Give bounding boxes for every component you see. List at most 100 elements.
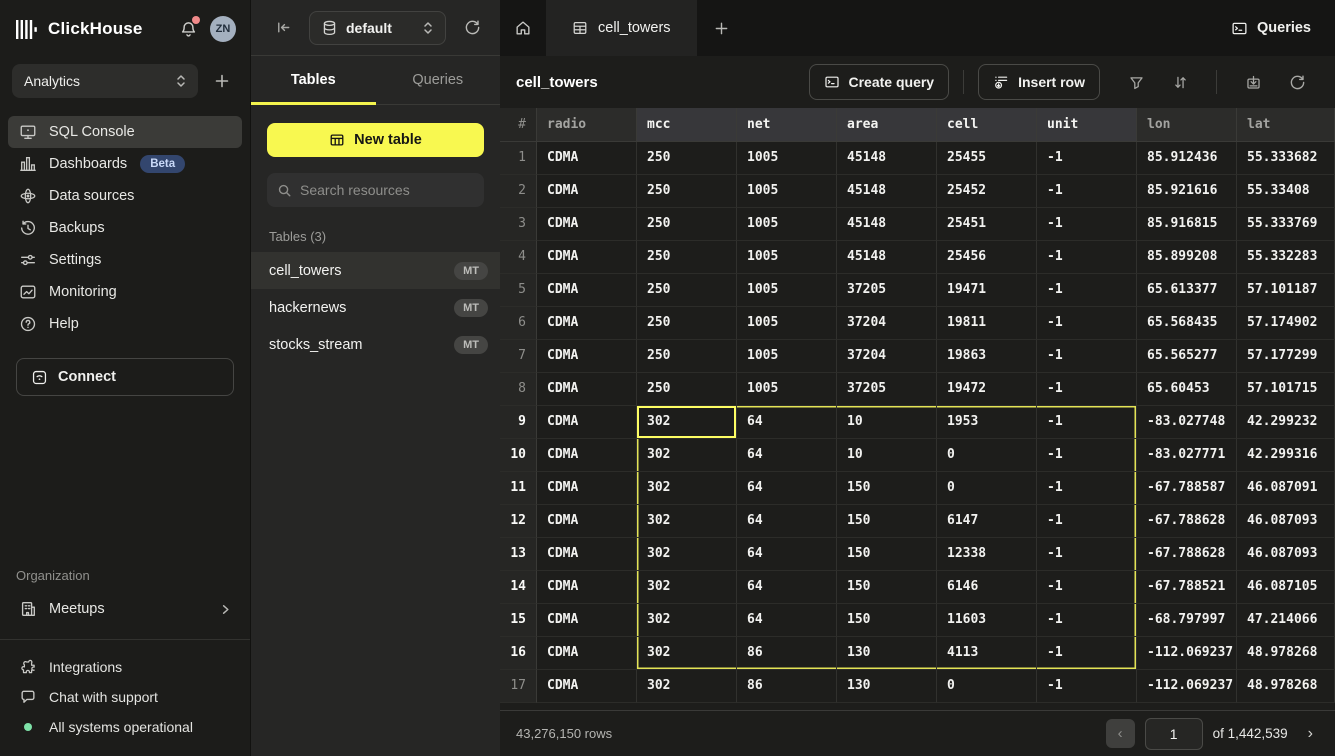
grid-column-header[interactable]: area [837, 108, 937, 142]
grid-cell[interactable]: 302 [637, 637, 737, 670]
grid-cell[interactable]: 55.333682 [1237, 142, 1335, 175]
grid-cell[interactable]: 86 [737, 670, 837, 703]
row-number[interactable]: 8 [500, 373, 537, 406]
grid-cell[interactable]: -67.788628 [1137, 538, 1237, 571]
grid-cell[interactable]: 250 [637, 373, 737, 406]
row-number[interactable]: 15 [500, 604, 537, 637]
grid-cell[interactable]: CDMA [537, 439, 637, 472]
insert-row-button[interactable]: Insert row [978, 64, 1100, 100]
grid-cell[interactable]: CDMA [537, 538, 637, 571]
grid-column-header[interactable]: lat [1237, 108, 1335, 142]
grid-cell[interactable]: 45148 [837, 142, 937, 175]
database-selector[interactable]: default [309, 10, 446, 45]
grid-cell[interactable]: 1005 [737, 307, 837, 340]
tab-cell-towers[interactable]: cell_towers [546, 0, 697, 56]
row-number[interactable]: 16 [500, 637, 537, 670]
grid-cell[interactable]: -1 [1037, 241, 1137, 274]
grid-cell[interactable]: 85.899208 [1137, 241, 1237, 274]
grid-cell[interactable]: 302 [637, 439, 737, 472]
sidebar-item-sql-console[interactable]: SQL Console [8, 116, 242, 148]
grid-cell[interactable]: 302 [637, 604, 737, 637]
grid-cell[interactable]: CDMA [537, 406, 637, 439]
grid-cell[interactable]: -1 [1037, 307, 1137, 340]
grid-cell[interactable]: -1 [1037, 604, 1137, 637]
filter-icon[interactable] [1119, 65, 1153, 99]
grid-cell[interactable]: 42.299316 [1237, 439, 1335, 472]
grid-cell[interactable]: 150 [837, 604, 937, 637]
grid-cell[interactable]: 45148 [837, 208, 937, 241]
grid-cell[interactable]: 46.087105 [1237, 571, 1335, 604]
grid-cell[interactable]: 6147 [937, 505, 1037, 538]
grid-cell[interactable]: 250 [637, 274, 737, 307]
row-number[interactable]: 4 [500, 241, 537, 274]
grid-cell[interactable]: 45148 [837, 175, 937, 208]
grid-cell[interactable]: 85.912436 [1137, 142, 1237, 175]
grid-cell[interactable]: 42.299232 [1237, 406, 1335, 439]
grid-cell[interactable]: -1 [1037, 505, 1137, 538]
grid-cell[interactable]: 85.921616 [1137, 175, 1237, 208]
grid-cell[interactable]: 47.214066 [1237, 604, 1335, 637]
grid-cell[interactable]: 65.613377 [1137, 274, 1237, 307]
grid-cell[interactable]: 64 [737, 406, 837, 439]
search-input[interactable] [300, 182, 481, 198]
grid-cell[interactable]: 1005 [737, 175, 837, 208]
grid-cell[interactable]: 1005 [737, 340, 837, 373]
grid-cell[interactable]: 37204 [837, 340, 937, 373]
grid-cell[interactable]: -1 [1037, 571, 1137, 604]
grid-cell[interactable]: 250 [637, 142, 737, 175]
grid-cell[interactable]: 302 [637, 406, 737, 439]
grid-cell[interactable]: -67.788521 [1137, 571, 1237, 604]
grid-cell[interactable]: CDMA [537, 604, 637, 637]
grid-cell[interactable]: 65.60453 [1137, 373, 1237, 406]
grid-cell[interactable]: -1 [1037, 439, 1137, 472]
sidebar-item-chat-support[interactable]: Chat with support [8, 682, 242, 712]
sidebar-item-backups[interactable]: Backups [8, 212, 242, 244]
grid-cell[interactable]: 57.177299 [1237, 340, 1335, 373]
grid-cell[interactable]: 37205 [837, 274, 937, 307]
grid-cell[interactable]: CDMA [537, 175, 637, 208]
grid-cell[interactable]: 10 [837, 406, 937, 439]
row-number[interactable]: 5 [500, 274, 537, 307]
grid-cell[interactable]: -1 [1037, 274, 1137, 307]
grid-cell[interactable]: 46.087093 [1237, 538, 1335, 571]
grid-cell[interactable]: -1 [1037, 340, 1137, 373]
row-number[interactable]: 13 [500, 538, 537, 571]
workspace-selector[interactable]: Analytics [12, 64, 198, 98]
row-number[interactable]: 2 [500, 175, 537, 208]
grid-cell[interactable]: -83.027771 [1137, 439, 1237, 472]
prev-page-button[interactable]: ‹ [1105, 719, 1135, 748]
row-number[interactable]: 1 [500, 142, 537, 175]
grid-cell[interactable]: 1953 [937, 406, 1037, 439]
new-tab-button[interactable] [697, 0, 747, 56]
grid-column-header[interactable]: lon [1137, 108, 1237, 142]
grid-cell[interactable]: 1005 [737, 274, 837, 307]
grid-cell[interactable]: 25451 [937, 208, 1037, 241]
grid-cell[interactable]: CDMA [537, 637, 637, 670]
home-button[interactable] [500, 0, 546, 56]
grid-cell[interactable]: 1005 [737, 241, 837, 274]
grid-cell[interactable]: -1 [1037, 406, 1137, 439]
sidebar-item-settings[interactable]: Settings [8, 244, 242, 276]
grid-cell[interactable]: 10 [837, 439, 937, 472]
grid-cell[interactable]: 12338 [937, 538, 1037, 571]
grid-cell[interactable]: 46.087093 [1237, 505, 1335, 538]
grid-cell[interactable]: -112.069237 [1137, 670, 1237, 703]
grid-cell[interactable]: 57.101187 [1237, 274, 1335, 307]
grid-cell[interactable]: CDMA [537, 505, 637, 538]
grid-cell[interactable]: 0 [937, 439, 1037, 472]
grid-cell[interactable]: CDMA [537, 241, 637, 274]
grid-cell[interactable]: CDMA [537, 670, 637, 703]
sidebar-item-help[interactable]: Help [8, 308, 242, 340]
grid-cell[interactable]: 48.978268 [1237, 670, 1335, 703]
grid-cell[interactable]: -67.788628 [1137, 505, 1237, 538]
new-table-button[interactable]: New table [267, 123, 484, 157]
grid-cell[interactable]: 0 [937, 472, 1037, 505]
next-page-button[interactable]: › [1307, 724, 1313, 742]
notifications-bell-icon[interactable] [176, 16, 200, 41]
grid-cell[interactable]: -83.027748 [1137, 406, 1237, 439]
grid-cell[interactable]: 302 [637, 670, 737, 703]
tab-tables[interactable]: Tables [251, 56, 376, 105]
grid-cell[interactable]: 64 [737, 472, 837, 505]
grid-cell[interactable]: 250 [637, 241, 737, 274]
grid-cell[interactable]: 64 [737, 538, 837, 571]
